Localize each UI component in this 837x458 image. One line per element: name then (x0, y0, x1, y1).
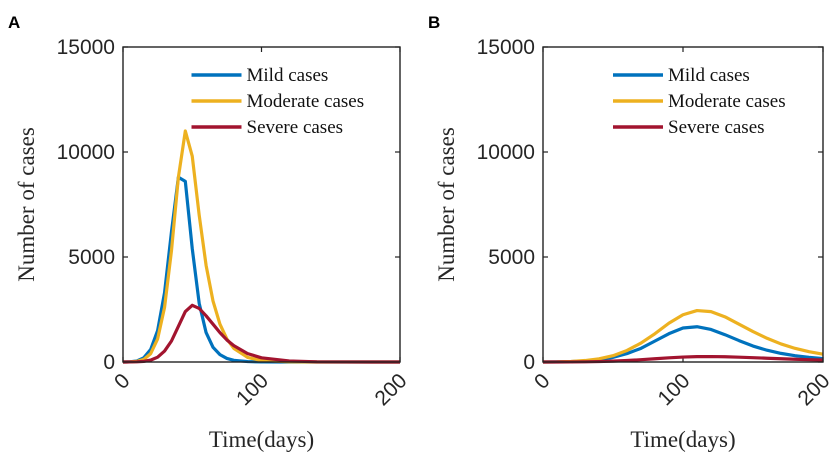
legend-label: Severe cases (668, 117, 765, 138)
legend-label: Severe cases (247, 117, 344, 138)
panel-label: B (428, 13, 440, 32)
y-tick-label: 10000 (477, 141, 535, 164)
series-line (122, 129, 400, 364)
y-tick-label: 5000 (488, 246, 535, 269)
series-line (542, 308, 824, 364)
panel-label: A (8, 13, 20, 32)
y-tick-label: 15000 (57, 36, 115, 59)
y-tick-label: 0 (103, 351, 115, 374)
legend-label: Moderate cases (247, 91, 365, 112)
y-tick-label: 10000 (57, 141, 115, 164)
x-axis-label: Time(days) (630, 427, 735, 452)
x-axis-label: Time(days) (209, 427, 314, 452)
legend-label: Moderate cases (668, 91, 786, 112)
y-axis-label: Number of cases (14, 127, 39, 282)
axes-frame (122, 46, 401, 363)
y-axis-label: Number of cases (434, 127, 459, 282)
axes-frame (542, 46, 824, 363)
x-tick-label: 200 (370, 369, 411, 410)
x-tick-label: 0 (110, 369, 135, 394)
y-tick-label: 0 (523, 351, 535, 374)
legend-label: Mild cases (247, 65, 329, 86)
y-tick-label: 5000 (68, 246, 115, 269)
series-line (122, 303, 400, 364)
y-tick-label: 15000 (477, 36, 535, 59)
x-tick-label: 100 (232, 369, 273, 410)
legend-label: Mild cases (668, 65, 750, 86)
x-tick-label: 200 (793, 369, 834, 410)
x-tick-label: 100 (653, 369, 694, 410)
x-tick-label: 0 (530, 369, 555, 394)
series-line (122, 175, 400, 364)
